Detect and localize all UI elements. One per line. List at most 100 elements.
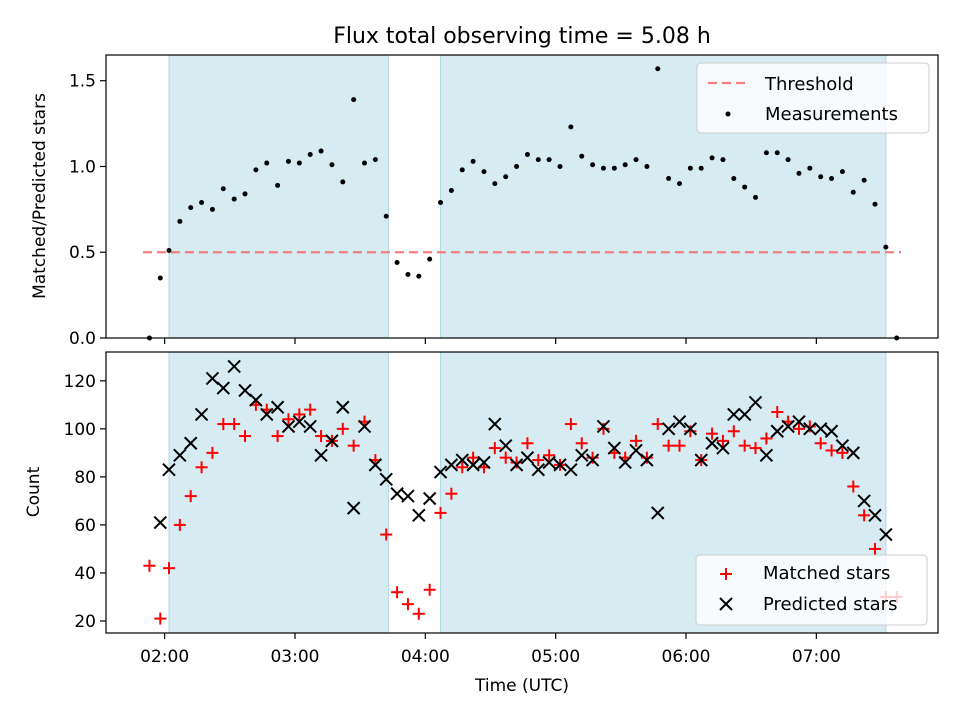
measurement-point xyxy=(492,181,498,187)
measurement-point xyxy=(220,186,226,192)
predicted-star-point xyxy=(336,400,350,414)
measurement-point xyxy=(307,151,313,157)
marker-stroke xyxy=(542,455,556,470)
count-points xyxy=(143,359,903,625)
measurement-point xyxy=(231,196,237,202)
predicted-star-point xyxy=(553,458,567,472)
measurement-point xyxy=(157,275,163,281)
marker-stroke xyxy=(661,422,676,436)
predicted-star-point xyxy=(455,453,469,467)
measurement-point xyxy=(535,157,541,163)
matched-star-point xyxy=(543,449,556,462)
matched-star-point xyxy=(521,437,534,450)
marker-stroke xyxy=(727,407,741,422)
matched-star-point xyxy=(532,454,545,467)
predicted-star-point xyxy=(379,472,393,486)
matched-star-point xyxy=(814,437,827,450)
marker-stroke xyxy=(575,448,589,462)
marker-stroke xyxy=(499,438,513,453)
measurement-point xyxy=(524,151,530,157)
matched-star-point xyxy=(445,487,458,500)
marker-stroke xyxy=(564,462,578,477)
measurement-point xyxy=(742,184,748,190)
measurement-point xyxy=(416,273,422,279)
matched-star-point xyxy=(760,432,773,445)
y-tick-label: 100 xyxy=(64,420,96,440)
marker-stroke xyxy=(553,458,567,472)
measurement-point xyxy=(883,244,889,250)
measurement-point xyxy=(600,165,606,171)
shaded-interval-1 xyxy=(168,352,389,633)
measurement-point xyxy=(383,213,389,219)
predicted-star-point xyxy=(585,453,600,467)
predicted-star-point xyxy=(575,448,589,462)
y-tick-label: 1.5 xyxy=(69,72,96,92)
measurement-point xyxy=(872,201,878,207)
measurement-point xyxy=(405,272,411,278)
predicted-star-point xyxy=(640,453,654,467)
marker-stroke xyxy=(466,458,480,472)
predicted-star-point xyxy=(270,400,285,414)
predicted-star-point xyxy=(694,453,708,467)
marker-stroke xyxy=(520,450,535,465)
y-tick-label: 60 xyxy=(74,516,96,536)
legend-measurements-swatch xyxy=(725,111,731,117)
matched-star-point xyxy=(239,430,252,443)
marker-stroke xyxy=(455,453,469,467)
measurement-point xyxy=(242,191,248,197)
matched-star-point xyxy=(792,422,805,435)
predicted-star-point xyxy=(292,414,307,429)
measurement-point xyxy=(318,148,324,154)
predicted-star-point xyxy=(835,438,850,453)
measurement-point xyxy=(720,157,726,163)
predicted-star-point xyxy=(803,422,817,436)
measurement-point xyxy=(329,162,335,168)
legend-threshold-label: Threshold xyxy=(764,74,854,95)
matched-star-point xyxy=(315,430,328,443)
marker-stroke xyxy=(879,527,893,542)
measurement-point xyxy=(514,163,520,169)
legend-predicted-label: Predicted stars xyxy=(763,594,897,615)
matched-star-point xyxy=(380,528,393,541)
y-tick-label: 0.5 xyxy=(69,243,96,263)
matched-star-point xyxy=(282,413,295,426)
measurement-point xyxy=(807,165,813,171)
marker-stroke xyxy=(216,381,231,395)
predicted-star-point xyxy=(433,465,448,479)
matched-star-point xyxy=(304,403,317,416)
predicted-star-point xyxy=(868,508,882,523)
marker-stroke xyxy=(585,453,600,467)
measurement-point xyxy=(188,205,194,211)
top-ylabel: Matched/Predicted stars xyxy=(30,93,50,299)
measurement-point xyxy=(264,160,270,166)
marker-stroke xyxy=(759,448,774,462)
marker-stroke xyxy=(314,448,328,462)
predicted-star-point xyxy=(184,436,198,450)
predicted-star-point xyxy=(153,515,168,530)
matched-star-point xyxy=(184,490,197,503)
marker-stroke xyxy=(857,494,871,508)
measurement-point xyxy=(579,153,585,159)
predicted-star-point xyxy=(564,462,578,477)
measurement-point xyxy=(731,175,737,181)
marker-stroke xyxy=(488,417,502,431)
predicted-star-point xyxy=(325,434,339,448)
matched-star-point xyxy=(228,418,241,431)
marker-stroke xyxy=(651,506,665,520)
marker-stroke xyxy=(153,515,168,530)
predicted-star-point xyxy=(368,458,383,472)
measurement-point xyxy=(698,165,704,171)
bottom-y-ticks: 20 40 60 80 100 120 xyxy=(64,372,106,632)
marker-stroke xyxy=(173,448,187,462)
matched-star-point xyxy=(456,461,469,474)
y-tick-label: 120 xyxy=(64,372,96,392)
measurement-point xyxy=(829,175,835,181)
predicted-star-point xyxy=(357,419,372,434)
marker-stroke xyxy=(770,424,784,438)
x-tick-label: 02:00 xyxy=(140,647,189,667)
marker-stroke xyxy=(325,434,339,448)
measurement-point xyxy=(655,66,661,72)
marker-stroke xyxy=(346,501,361,515)
x-tick-label: 06:00 xyxy=(662,647,711,667)
marker-stroke xyxy=(270,400,285,414)
